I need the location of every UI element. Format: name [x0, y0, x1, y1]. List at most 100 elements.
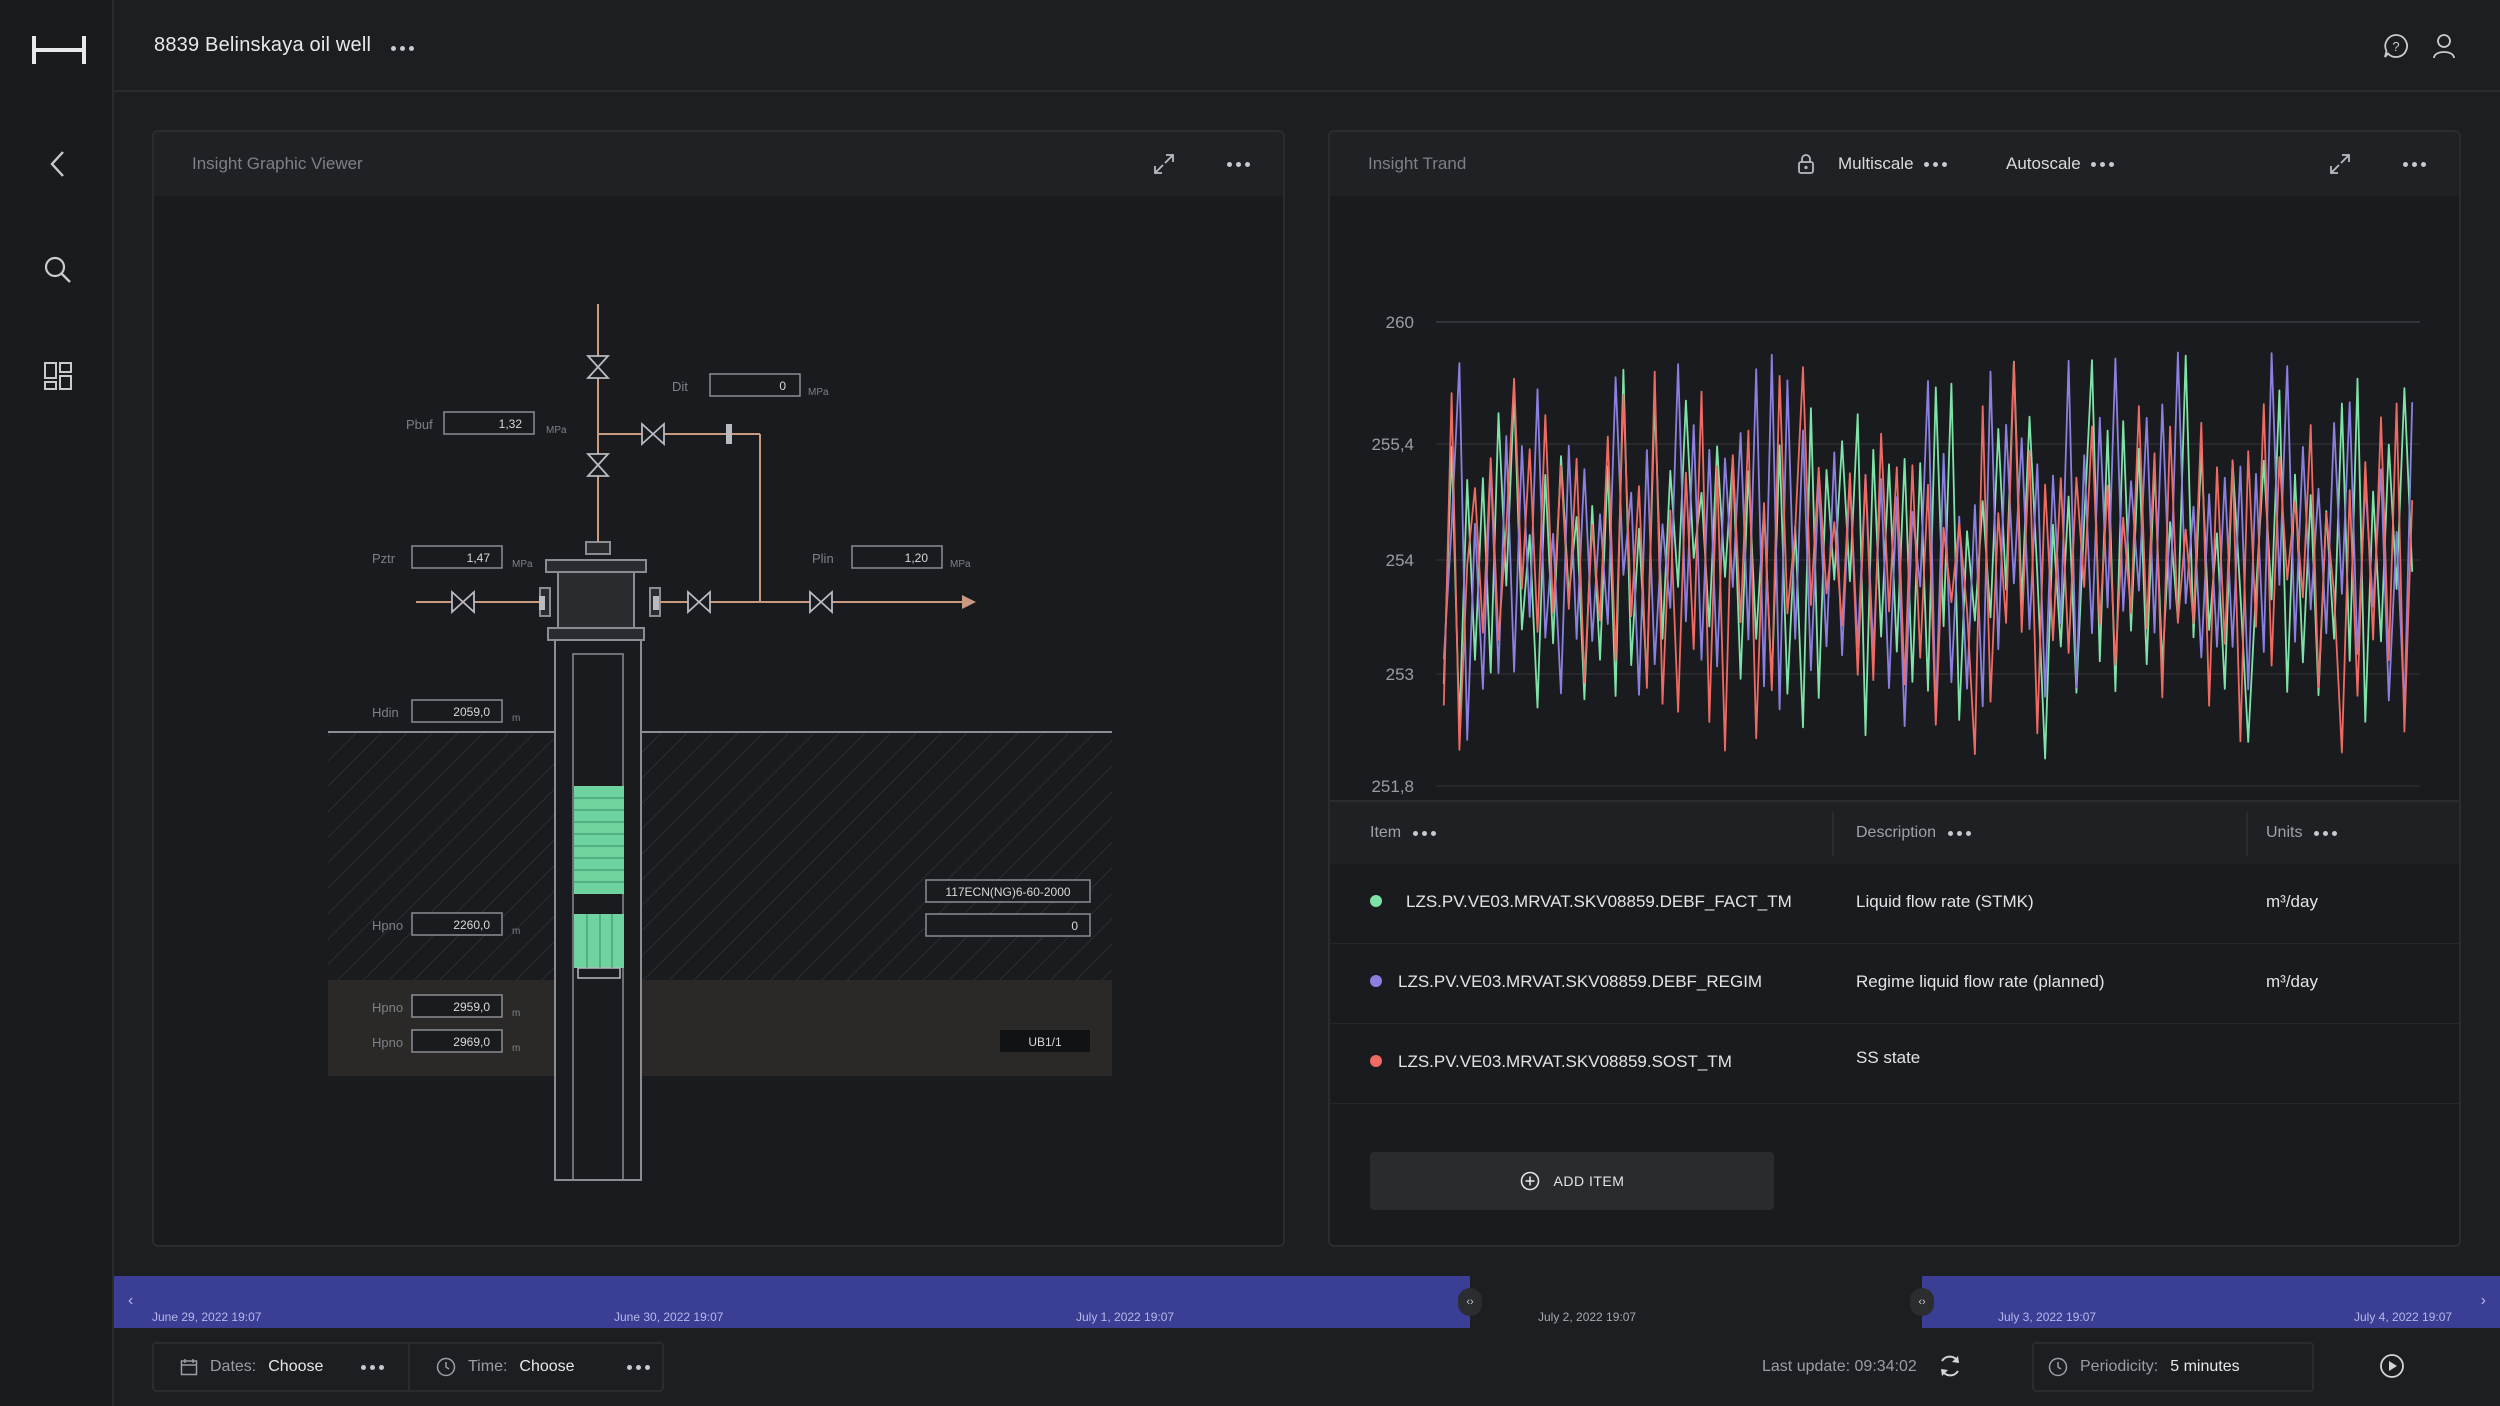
gauge-label: Dit	[672, 379, 688, 394]
calendar-icon	[180, 1359, 198, 1376]
periodicity-label: Periodicity:	[2080, 1358, 2159, 1375]
table-header: Item Description Units	[1330, 800, 2459, 864]
panel-more-icon[interactable]	[1224, 150, 1252, 178]
row-description: Liquid flow rate (STMK)	[1856, 892, 2034, 911]
gauge-plin: Plin 1,20 MPa	[812, 545, 971, 570]
gauge-unit: m	[512, 926, 520, 937]
logo-icon	[32, 36, 86, 64]
periodicity-value: 5 minutes	[2170, 1358, 2240, 1375]
gauge-value: 2059,0	[453, 705, 490, 719]
series-color-dot	[1370, 975, 1382, 987]
pump-code: 117ECN(NG)6-60-2000	[945, 885, 1070, 899]
gauge-dit: Dit 0 MPa	[672, 373, 829, 398]
timeline-scrubber[interactable]: ‹› ‹› ‹ › June 29, 2022 19:07 June 30, 2…	[114, 1276, 2500, 1328]
multiscale-control[interactable]: Multiscale	[1838, 152, 1947, 176]
flow-arrow	[962, 595, 976, 609]
gauge-label: Hpno	[372, 1035, 403, 1050]
y-tick-label: 255,4	[1371, 435, 1414, 454]
table-row[interactable]: LZS.PV.VE03.MRVAT.SKV08859.SOST_TM SS st…	[1330, 1024, 2459, 1104]
add-item-button[interactable]: ADD ITEM	[1370, 1152, 1774, 1210]
column-description[interactable]: Description	[1856, 824, 1972, 842]
timeline-label: July 4, 2022 19:07	[2354, 1310, 2453, 1324]
multiscale-label: Multiscale	[1838, 154, 1914, 173]
bottom-bar: Dates: Choose Time: Choose Last update: …	[114, 1328, 2500, 1406]
time-picker[interactable]: Time: Choose	[408, 1342, 664, 1392]
gauge-value: 2969,0	[453, 1035, 490, 1049]
gauge-unit: m	[512, 1043, 520, 1054]
pump-value: 0	[1071, 919, 1078, 933]
gauge-label: Hpno	[372, 918, 403, 933]
gauge-label: Hpno	[372, 1000, 403, 1015]
y-tick-label: 253	[1386, 665, 1414, 684]
row-item: LZS.PV.VE03.MRVAT.SKV08859.DEBF_FACT_TM	[1406, 892, 1792, 911]
play-icon[interactable]	[2378, 1352, 2406, 1380]
pump-code-box: 117ECN(NG)6-60-2000 0	[925, 879, 1091, 937]
timeline-handle-right[interactable]: ‹›	[1910, 1288, 1934, 1316]
column-item-label: Item	[1370, 824, 1402, 841]
top-bar: 8839 Belinskaya oil well ?	[114, 0, 2500, 92]
graphic-viewer-title: Insight Graphic Viewer	[192, 154, 363, 173]
table-row[interactable]: LZS.PV.VE03.MRVAT.SKV08859.DEBF_FACT_TM …	[1330, 864, 2459, 944]
y-tick-label: 260	[1386, 313, 1414, 332]
row-units: m³/day	[2266, 972, 2318, 991]
gauge-unit: MPa	[808, 387, 829, 398]
timeline-label: July 2, 2022 19:07	[1538, 1310, 1637, 1324]
timeline-label: June 29, 2022 19:07	[152, 1310, 262, 1324]
time-more-icon[interactable]	[626, 1364, 650, 1370]
autoscale-more-icon[interactable]	[2090, 161, 2114, 167]
timeline-prev-icon[interactable]: ‹	[128, 1292, 134, 1309]
pump-unit	[574, 786, 624, 979]
gauge-unit: MPa	[546, 425, 567, 436]
column-item[interactable]: Item	[1370, 824, 1437, 842]
series-line-3	[1442, 360, 2414, 755]
dates-more-icon[interactable]	[361, 1364, 385, 1370]
add-item-label: ADD ITEM	[1553, 1173, 1625, 1189]
column-item-more-icon[interactable]	[1413, 830, 1437, 836]
periodicity-picker[interactable]: Periodicity: 5 minutes	[2032, 1342, 2314, 1392]
gauge-value: 1,32	[499, 417, 523, 431]
timeline-selection[interactable]	[1470, 1276, 1922, 1328]
multiscale-more-icon[interactable]	[1923, 161, 1947, 167]
refresh-icon[interactable]	[1936, 1352, 1964, 1380]
autoscale-control[interactable]: Autoscale	[2006, 152, 2114, 176]
back-icon[interactable]	[38, 144, 78, 184]
title-more-icon[interactable]	[390, 46, 414, 51]
panel-more-icon[interactable]	[2400, 150, 2428, 178]
dashboard-icon[interactable]	[38, 356, 78, 396]
column-description-more-icon[interactable]	[1948, 830, 1972, 836]
trend-panel: Insight Trand Multiscale Autoscale 260 25…	[1328, 130, 2461, 1247]
timeline-label: July 3, 2022 19:07	[1998, 1310, 2097, 1324]
gauge-label: Plin	[812, 551, 834, 566]
graphic-viewer-panel: Insight Graphic Viewer	[152, 130, 1285, 1247]
expand-icon[interactable]	[1150, 150, 1178, 178]
add-circle-icon	[1520, 1171, 1539, 1191]
dates-picker[interactable]: Dates: Choose	[152, 1342, 408, 1392]
lock-icon[interactable]	[1792, 150, 1820, 178]
table-row[interactable]: LZS.PV.VE03.MRVAT.SKV08859.DEBF_REGIM Re…	[1330, 944, 2459, 1024]
column-units[interactable]: Units	[2266, 824, 2338, 842]
timeline-handle-left[interactable]: ‹›	[1458, 1288, 1482, 1316]
row-item: LZS.PV.VE03.MRVAT.SKV08859.SOST_TM	[1398, 1052, 1732, 1071]
timeline-next-icon[interactable]: ›	[2480, 1292, 2486, 1309]
column-units-more-icon[interactable]	[2314, 830, 2338, 836]
clock-icon	[436, 1357, 456, 1377]
row-units: m³/day	[2266, 892, 2318, 911]
gauge-hdin: Hdin 2059,0 m	[372, 699, 520, 724]
graphic-viewer-header: Insight Graphic Viewer	[154, 132, 1283, 196]
row-description: Regime liquid flow rate (planned)	[1856, 972, 2105, 991]
search-icon[interactable]	[38, 250, 78, 290]
gauge-label: Hdin	[372, 705, 399, 720]
expand-icon[interactable]	[2326, 150, 2354, 178]
items-table: Item Description Units LZS.PV.VE03.MRVAT…	[1330, 800, 2459, 1245]
row-item: LZS.PV.VE03.MRVAT.SKV08859.DEBF_REGIM	[1398, 972, 1763, 991]
help-chat-icon[interactable]: ?	[2382, 32, 2410, 60]
page-title-text: 8839 Belinskaya oil well	[154, 34, 372, 56]
dates-label: Dates:	[210, 1358, 257, 1375]
user-icon[interactable]	[2430, 32, 2458, 60]
well-casing	[554, 639, 642, 1181]
left-navbar	[0, 0, 114, 1406]
well-schematic: Pbuf 1,32 MPa Dit 0 MPa Pztr 1,47 MPa Pl…	[328, 304, 1112, 1181]
gauge-value: 0	[779, 379, 786, 393]
y-tick-label: 251,8	[1371, 777, 1414, 796]
